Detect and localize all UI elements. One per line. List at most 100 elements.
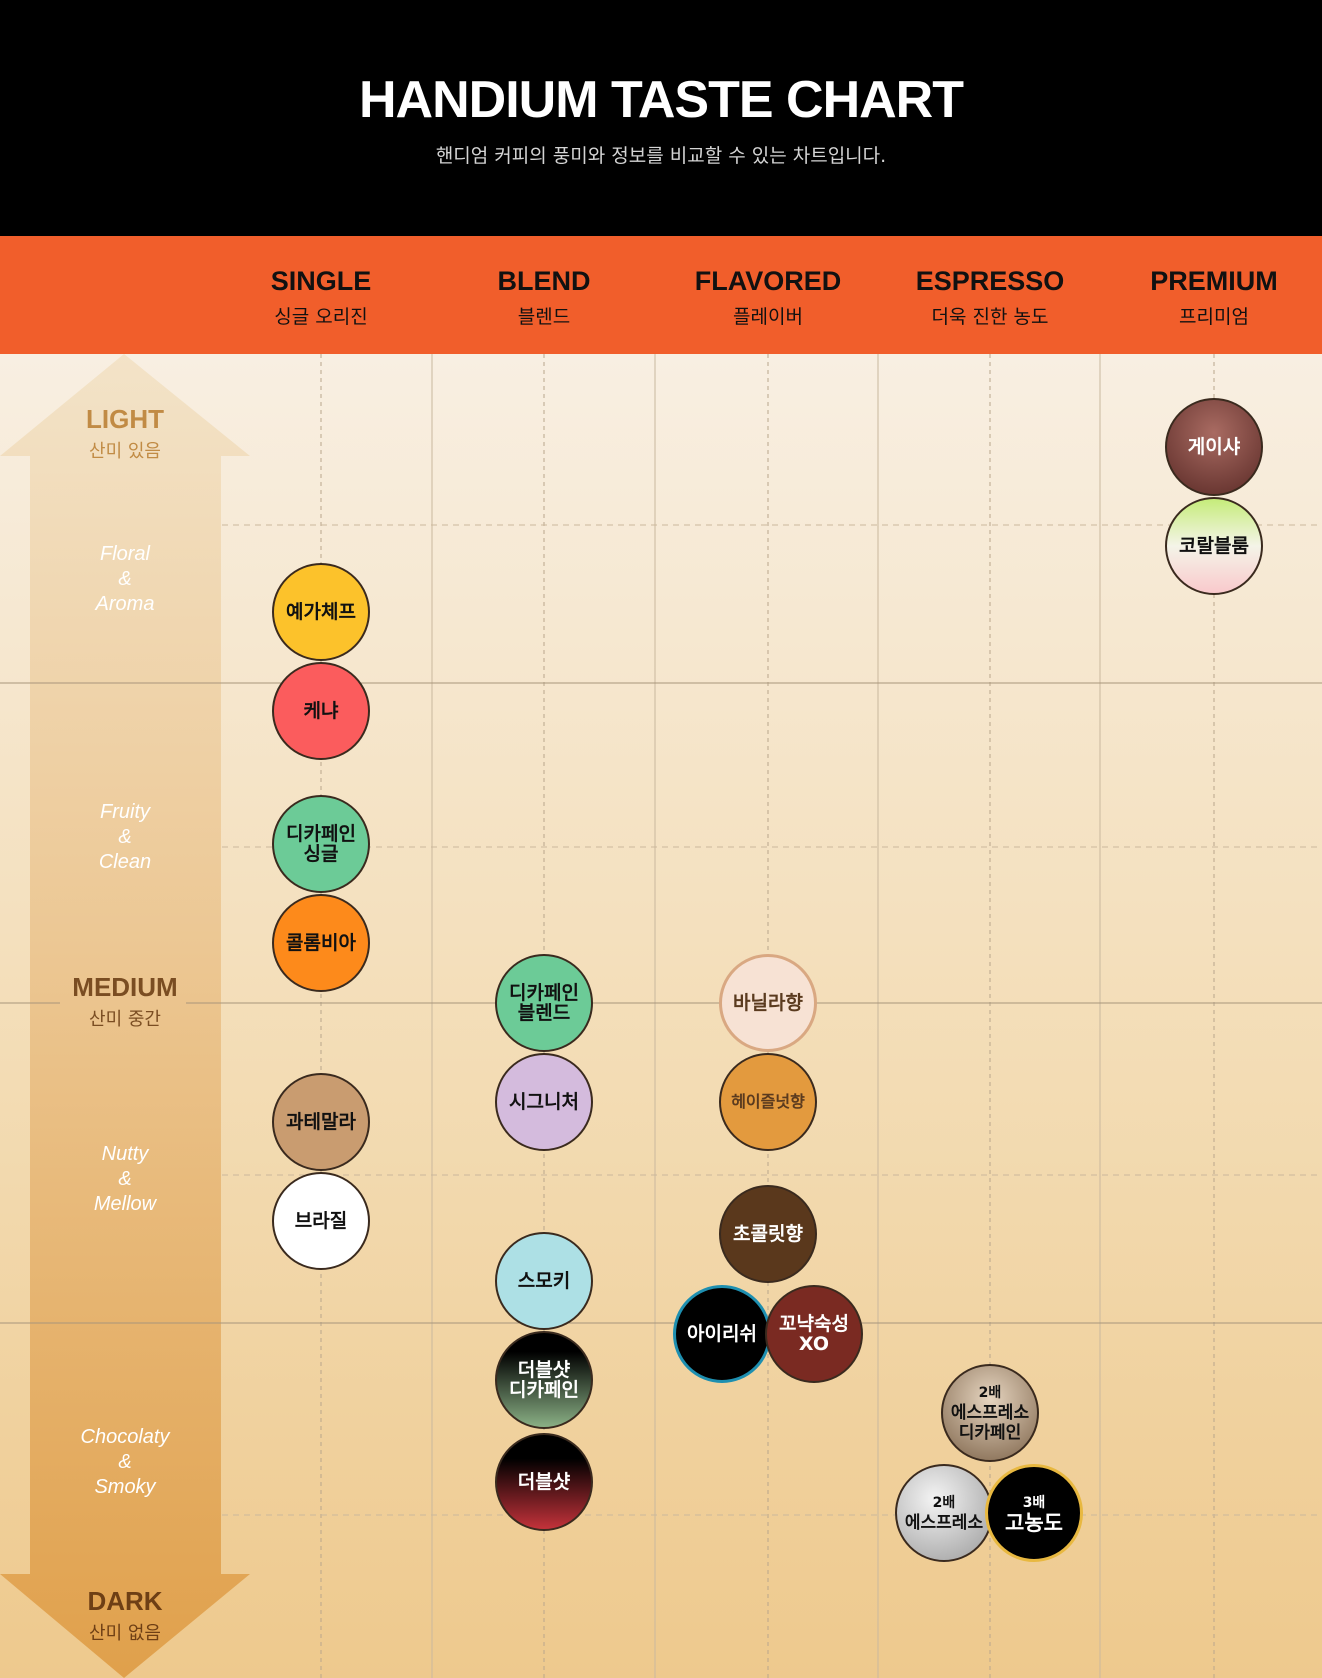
- coffee-bubble-line: 스모키: [517, 1269, 571, 1292]
- coffee-bubble-line: 과테말라: [286, 1110, 356, 1133]
- coffee-bubble-line: 더블샷: [517, 1471, 571, 1494]
- coffee-bubble-label: 브라질: [295, 1211, 347, 1231]
- coffee-bubble-line: 고농도: [1005, 1510, 1063, 1535]
- coffee-bubble-label: 콜롬비아: [286, 933, 356, 953]
- coffee-bubble-line: 바닐라향: [733, 991, 803, 1014]
- coffee-bubble-label: 2배 에스프레소 디카페인: [951, 1383, 1029, 1443]
- coffee-bubble-line: 케냐: [303, 700, 339, 723]
- coffee-bubble: 더블샷 디카페인: [495, 1331, 593, 1430]
- coffee-bubble-line: 디카페인: [509, 981, 579, 1004]
- coffee-bubble: 초콜릿향: [719, 1185, 817, 1284]
- coffee-bubble-line: 싱글: [303, 842, 339, 865]
- zone-text: Aroma: [95, 593, 155, 615]
- zone-text: &: [118, 826, 132, 848]
- coffee-bubble: 2배 에스프레소: [895, 1463, 993, 1562]
- coffee-bubble-line: 시그니처: [509, 1091, 579, 1114]
- chart-grid: [0, 354, 1322, 1678]
- zone-text: Mellow: [93, 1193, 157, 1215]
- coffee-bubble-line: 디카페인: [958, 1423, 1022, 1444]
- category-espresso: ESPRESSO 더욱 진한 농도: [879, 236, 1101, 354]
- category-sublabel: 싱글 오리진: [274, 306, 368, 328]
- axis-dark: DARK 산미 없음: [0, 1586, 250, 1645]
- coffee-bubble-line: 초콜릿향: [733, 1223, 803, 1246]
- coffee-bubble: 바닐라향: [719, 953, 817, 1052]
- coffee-bubble: 3배 고농도: [985, 1463, 1083, 1562]
- axis-dark-label: DARK: [87, 1586, 163, 1616]
- coffee-bubble-label: 예가체프: [286, 602, 356, 622]
- coffee-bubble-label: 케냐: [304, 701, 339, 721]
- coffee-bubble-line: 3배: [1022, 1494, 1046, 1511]
- zone-text: Smoky: [94, 1476, 156, 1498]
- category-label: SINGLE: [270, 266, 372, 296]
- page-subtitle: 핸디엄 커피의 풍미와 정보를 비교할 수 있는 차트입니다.: [435, 145, 887, 167]
- category-label: BLEND: [497, 266, 591, 296]
- axis-light-sublabel: 산미 있음: [89, 441, 161, 462]
- coffee-bubble-line: 2배: [978, 1385, 1002, 1402]
- zone-text: Fruity: [100, 801, 150, 823]
- coffee-bubble-label: 디카페인 블렌드: [509, 983, 579, 1023]
- coffee-bubble-line: 2배: [932, 1494, 956, 1511]
- coffee-bubble-label: 꼬냑숙성 XO: [779, 1314, 849, 1354]
- category-sublabel: 프리미엄: [1179, 306, 1249, 328]
- category-label: FLAVORED: [694, 266, 842, 296]
- coffee-bubble: 디카페인 싱글: [272, 794, 370, 893]
- coffee-bubble-line: 코랄블룸: [1179, 534, 1249, 557]
- coffee-bubble-label: 시그니처: [509, 1092, 579, 1112]
- zone-text: Chocolaty: [80, 1426, 170, 1448]
- coffee-bubble: 꼬냑숙성 XO: [765, 1284, 863, 1383]
- coffee-bubble-line: 블렌드: [517, 1001, 571, 1024]
- category-flavored: FLAVORED 플레이버: [657, 236, 879, 354]
- coffee-bubble-label: 코랄블룸: [1179, 536, 1249, 556]
- coffee-bubble-line: 에스프레소: [904, 1512, 984, 1533]
- zone-text: &: [118, 1168, 132, 1190]
- coffee-bubble: 과테말라: [272, 1072, 370, 1171]
- zone-text: &: [118, 1451, 132, 1473]
- zone-text: Nutty: [101, 1143, 149, 1165]
- zone-text: Clean: [98, 851, 152, 873]
- coffee-bubble: 2배 에스프레소 디카페인: [941, 1364, 1039, 1463]
- coffee-bubble-label: 더블샷: [518, 1472, 570, 1492]
- coffee-bubble-line: 에스프레소: [950, 1403, 1030, 1424]
- axis-medium-sublabel: 산미 중간: [89, 1009, 161, 1030]
- roast-arrow: [0, 354, 250, 1678]
- coffee-bubble-label: 아이리쉬: [687, 1324, 757, 1344]
- coffee-bubble: 콜롬비아: [272, 894, 370, 993]
- category-single: SINGLE 싱글 오리진: [210, 236, 432, 354]
- header: HANDIUM TASTE CHART 핸디엄 커피의 풍미와 정보를 비교할 …: [0, 0, 1322, 236]
- coffee-bubble-line: 꼬냑숙성: [779, 1312, 849, 1335]
- category-sublabel: 블렌드: [517, 306, 571, 328]
- coffee-bubble-label: 게이샤: [1188, 437, 1240, 457]
- axis-light: LIGHT 산미 있음: [0, 404, 250, 463]
- page-title: HANDIUM TASTE CHART: [359, 71, 964, 129]
- coffee-bubble-label: 스모키: [518, 1271, 570, 1291]
- coffee-bubble-line: 디카페인: [509, 1379, 579, 1402]
- coffee-bubble: 게이샤: [1165, 397, 1263, 496]
- axis-dark-sublabel: 산미 없음: [89, 1623, 161, 1644]
- coffee-bubble-label: 더블샷 디카페인: [509, 1360, 579, 1400]
- coffee-bubble-label: 3배 고농도: [1005, 1493, 1063, 1535]
- zone-fruity-clean: Fruity & Clean: [0, 800, 250, 875]
- coffee-bubble-line: 브라질: [294, 1210, 348, 1233]
- coffee-bubble: 디카페인 블렌드: [495, 953, 593, 1052]
- category-blend: BLEND 블렌드: [433, 236, 655, 354]
- category-sublabel: 플레이버: [733, 306, 803, 328]
- coffee-bubble: 예가체프: [272, 563, 370, 662]
- axis-medium: MEDIUM 산미 중간: [0, 972, 250, 1031]
- taste-chart: LIGHT 산미 있음 MEDIUM 산미 중간 DARK 산미 없음 Flor…: [0, 354, 1322, 1678]
- category-label: PREMIUM: [1150, 266, 1278, 296]
- coffee-bubble-label: 디카페인 싱글: [286, 824, 356, 864]
- category-sublabel: 더욱 진한 농도: [931, 306, 1049, 328]
- coffee-bubble-line: 아이리쉬: [687, 1322, 757, 1345]
- coffee-bubble-line: 헤이즐넛향: [731, 1092, 805, 1112]
- coffee-bubble-label: 바닐라향: [733, 993, 803, 1013]
- zone-text: Floral: [99, 543, 150, 565]
- coffee-bubble-line: 더블샷: [517, 1359, 571, 1382]
- coffee-bubble: 시그니처: [495, 1053, 593, 1152]
- coffee-bubble-label: 초콜릿향: [733, 1224, 803, 1244]
- zone-nutty-mellow: Nutty & Mellow: [0, 1142, 250, 1217]
- coffee-bubble: 브라질: [272, 1172, 370, 1271]
- axis-medium-label: MEDIUM: [72, 972, 178, 1002]
- coffee-bubble: 케냐: [272, 662, 370, 761]
- coffee-bubble-label: 과테말라: [286, 1112, 356, 1132]
- coffee-bubble: 코랄블룸: [1165, 496, 1263, 595]
